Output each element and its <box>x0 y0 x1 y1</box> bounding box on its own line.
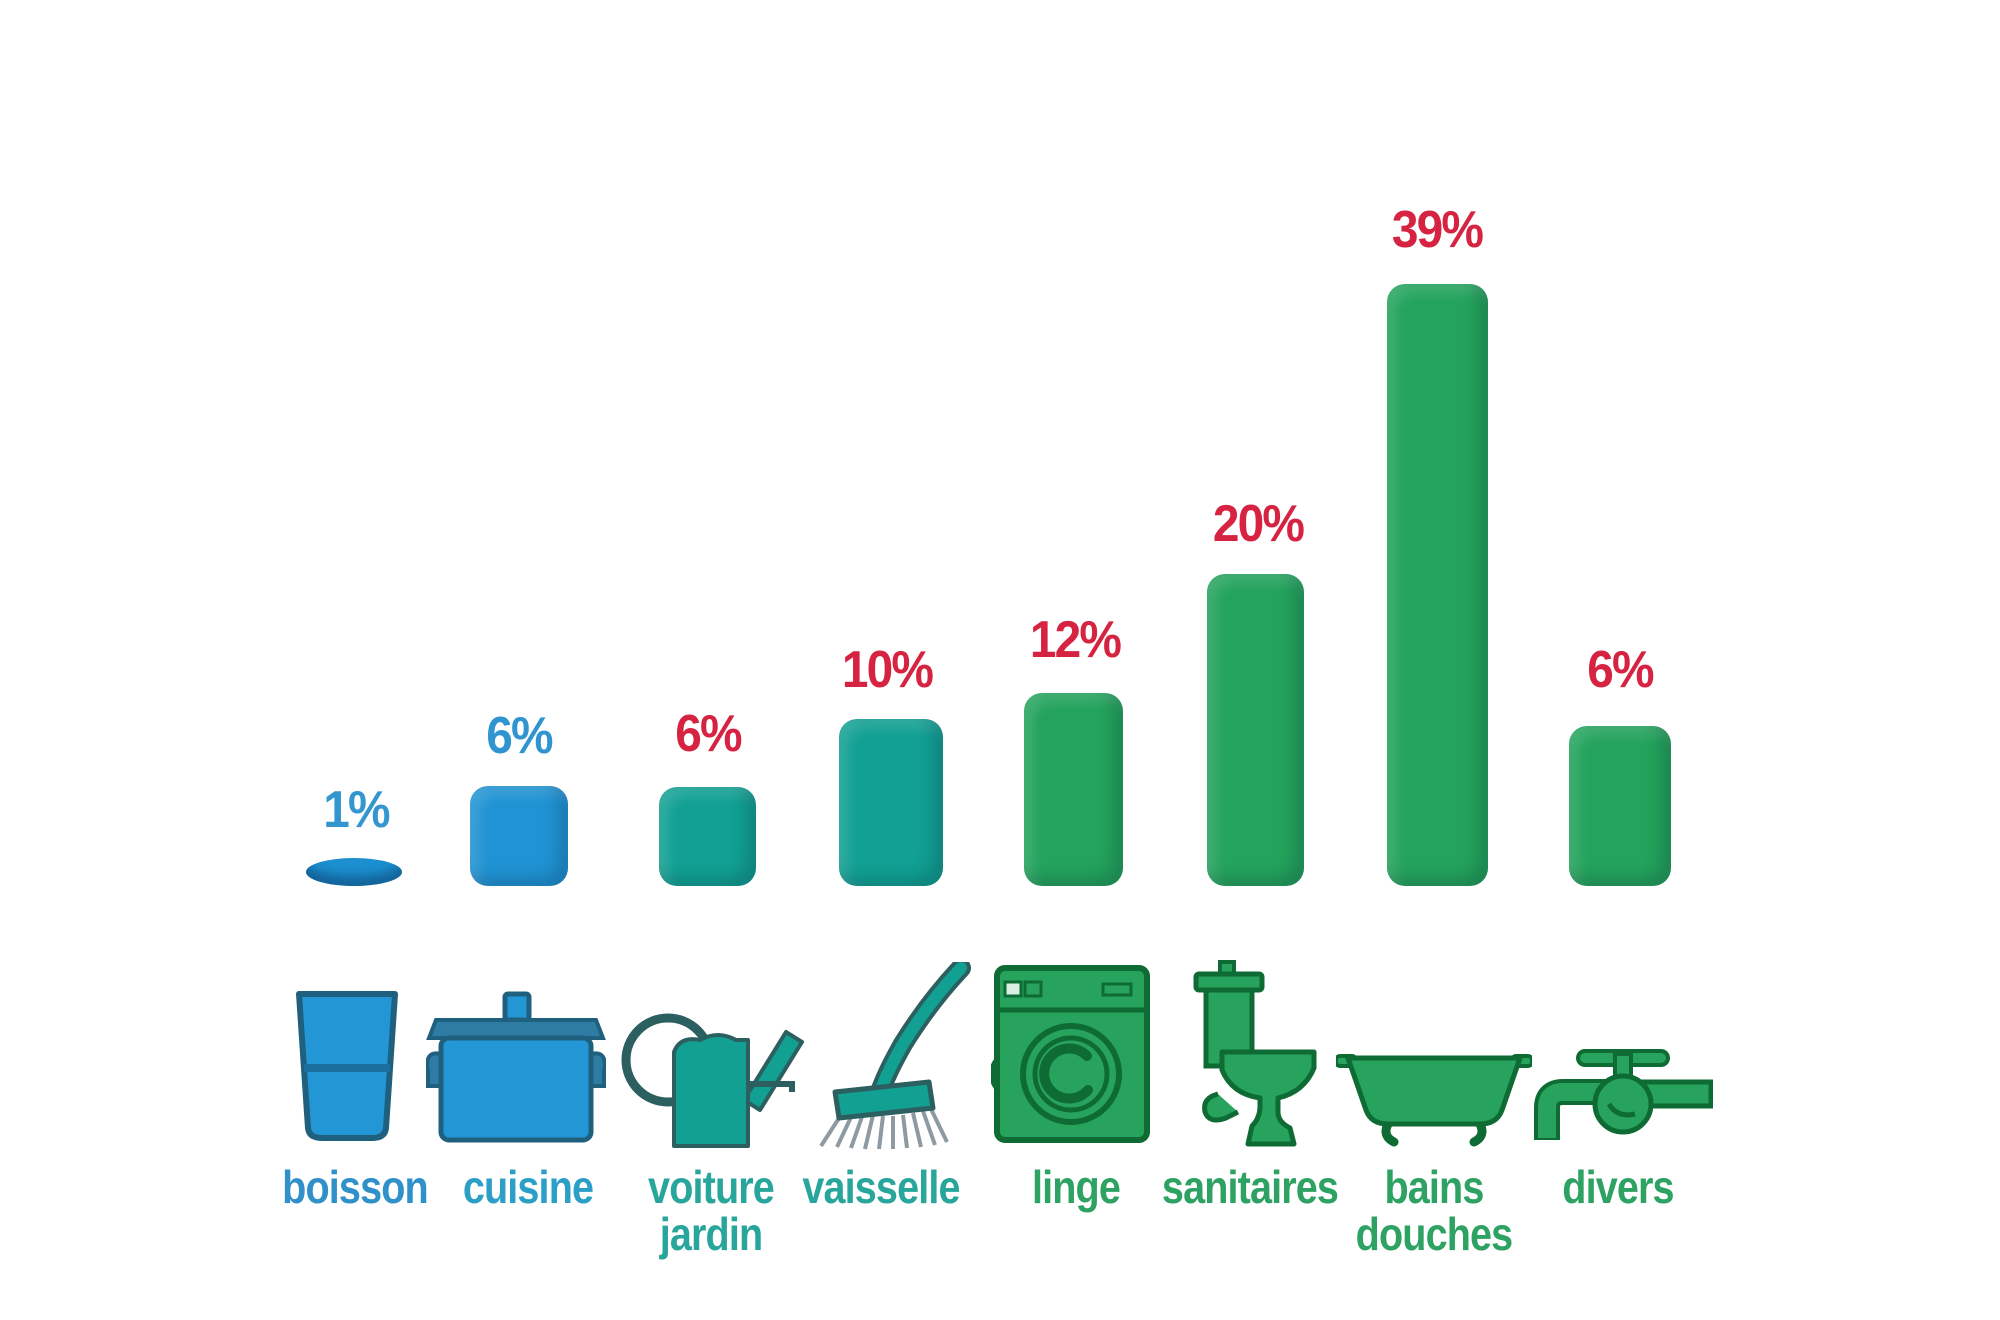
category-label-cuisine: cuisine <box>462 1161 594 1213</box>
bar-value-label-bains: 39% <box>1391 201 1484 259</box>
bar-value-label-sanitaires: 20% <box>1212 495 1305 553</box>
bar-value-label-cuisine: 6% <box>486 707 553 765</box>
cooking-pot-icon <box>426 991 606 1143</box>
bar-voiture <box>659 787 756 886</box>
bar-value-label-vaisselle: 10% <box>841 641 934 699</box>
bar-value-label-boisson: 1% <box>323 781 390 839</box>
washing-machine-icon <box>991 965 1150 1143</box>
category-label-linge: linge <box>1031 1161 1121 1213</box>
bar-value-label-voiture: 6% <box>675 705 742 763</box>
bar-value-label-linge: 12% <box>1029 611 1122 669</box>
glass-icon <box>296 991 398 1141</box>
bar-vaisselle <box>839 719 943 886</box>
bar-linge <box>1024 693 1123 886</box>
category-label-bains-douches: bains douches <box>1355 1161 1514 1260</box>
faucet-icon <box>1534 1049 1713 1140</box>
bathtub-icon <box>1336 1054 1532 1147</box>
bar-sanitaires <box>1207 574 1304 886</box>
bar-divers <box>1569 726 1671 886</box>
toilet-icon <box>1193 960 1317 1147</box>
bar-bains <box>1387 284 1488 886</box>
category-label-voiture-jardin: voiture jardin <box>648 1161 775 1260</box>
bar-boisson <box>306 858 402 886</box>
dish-brush-icon <box>819 962 971 1150</box>
category-label-boisson: boisson <box>282 1161 428 1213</box>
category-label-divers: divers <box>1562 1161 1674 1213</box>
bar-value-label-divers: 6% <box>1587 641 1654 699</box>
category-label-sanitaires: sanitaires <box>1161 1161 1339 1213</box>
category-label-vaisselle: vaisselle <box>802 1161 960 1213</box>
watering-can-icon <box>621 1013 804 1148</box>
bar-cuisine <box>470 786 568 886</box>
